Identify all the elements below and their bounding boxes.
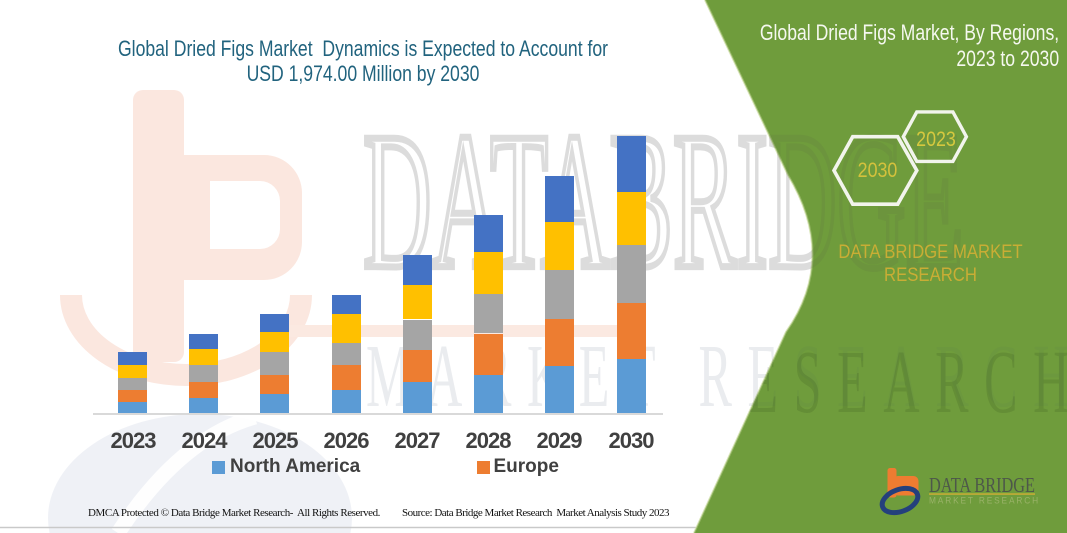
svg-text:MARKET RESEARCH: MARKET RESEARCH: [929, 496, 1040, 506]
svg-text:DATA BRIDGE: DATA BRIDGE: [929, 473, 1035, 497]
svg-text:MARKET RESEARCH: MARKET RESEARCH: [366, 332, 1067, 432]
